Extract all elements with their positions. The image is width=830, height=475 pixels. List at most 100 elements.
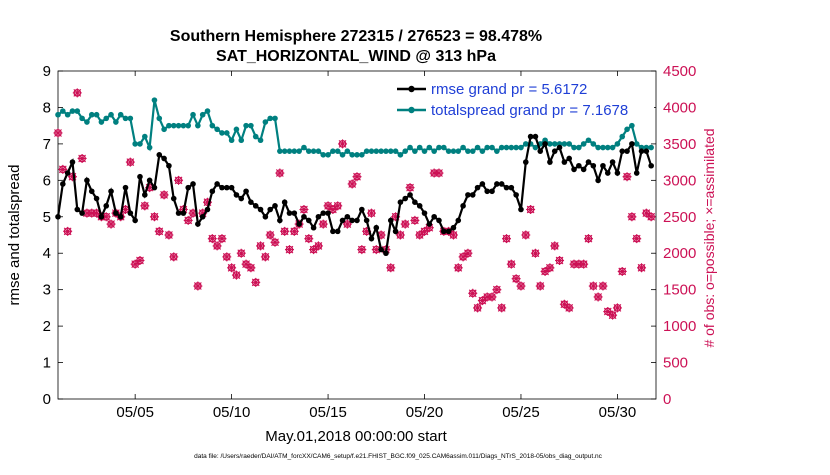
obs-assimilated-marker xyxy=(487,292,497,302)
rmse-point xyxy=(64,170,71,176)
obs-assimilated-marker xyxy=(347,179,357,189)
obs-assimilated-marker xyxy=(400,219,410,229)
rmse-point xyxy=(648,162,654,169)
spread-point xyxy=(513,144,519,151)
obs-assimilated-marker xyxy=(492,285,502,295)
spread-point xyxy=(223,130,230,136)
spread-point xyxy=(166,122,172,129)
obs-assimilated-marker xyxy=(405,183,415,193)
x-tick-label: 05/20 xyxy=(406,404,444,421)
rmse-point xyxy=(527,133,534,140)
rmse-point xyxy=(426,221,433,227)
spread-point xyxy=(532,144,539,151)
obs-assimilated-marker xyxy=(130,259,140,269)
spread-point xyxy=(450,148,457,154)
legend-rmse-marker xyxy=(408,85,415,93)
spread-point xyxy=(310,148,317,154)
obs-assimilated-marker xyxy=(410,215,420,225)
rmse-point xyxy=(359,206,365,213)
obs-assimilated-marker xyxy=(622,172,632,182)
spread-point xyxy=(489,144,495,151)
rmse-point xyxy=(522,159,529,165)
obs-assimilated-marker xyxy=(342,219,352,229)
x-tick-label: 05/10 xyxy=(213,404,251,421)
rmse-point xyxy=(272,203,278,209)
obs-assimilated-marker xyxy=(92,208,102,218)
spread-point xyxy=(209,122,216,129)
obs-assimilated-marker xyxy=(376,230,386,240)
spread-point xyxy=(402,148,409,154)
obs-assimilated-marker xyxy=(313,241,323,251)
rmse-point xyxy=(69,159,76,165)
rmse-point xyxy=(190,181,196,187)
obs-assimilated-marker xyxy=(564,303,574,313)
obs-assimilated-marker xyxy=(251,277,261,287)
rmse-point xyxy=(262,213,269,220)
rmse-point xyxy=(339,217,346,224)
spread-point xyxy=(421,148,428,154)
spread-point xyxy=(368,148,375,154)
rmse-point xyxy=(55,213,61,220)
spread-point xyxy=(248,122,254,129)
obs-assimilated-marker xyxy=(82,208,92,218)
rmse-point xyxy=(537,148,544,154)
rmse-point xyxy=(325,210,331,216)
spread-point xyxy=(98,119,105,125)
obs-assimilated-marker xyxy=(338,139,348,149)
obs-assimilated-marker xyxy=(328,204,338,214)
y-tick-label: 7 xyxy=(43,136,51,153)
obs-assimilated-marker xyxy=(275,168,285,178)
rmse-point xyxy=(180,210,187,216)
rmse-point xyxy=(484,188,491,195)
obs-assimilated-marker xyxy=(140,201,150,211)
obs-assimilated-marker xyxy=(121,204,131,214)
obs-assimilated-marker xyxy=(617,266,627,276)
spread-point xyxy=(301,144,307,151)
spread-point xyxy=(286,148,293,154)
spread-point xyxy=(325,152,331,158)
obs-assimilated-marker xyxy=(241,259,251,269)
spread-point xyxy=(576,144,582,151)
rmse-point xyxy=(301,213,307,220)
obs-assimilated-marker xyxy=(540,266,550,276)
rmse-point xyxy=(585,159,592,165)
obs-assimilated-marker xyxy=(550,241,560,251)
rmse-point xyxy=(460,203,466,209)
spread-point xyxy=(363,148,370,154)
rmse-point xyxy=(402,195,409,202)
spread-point xyxy=(195,122,201,129)
spread-point xyxy=(397,152,404,158)
spread-point xyxy=(219,130,225,136)
y-tick-label: 2 xyxy=(43,318,51,335)
obs-assimilated-marker xyxy=(579,259,589,269)
spread-point xyxy=(383,148,389,154)
spread-point xyxy=(175,122,182,129)
obs-assimilated-marker xyxy=(183,215,193,225)
obs-assimilated-marker xyxy=(164,230,174,240)
rmse-point xyxy=(228,184,235,191)
obs-assimilated-marker xyxy=(448,230,458,240)
obs-assimilated-marker xyxy=(101,212,111,222)
obs-assimilated-marker xyxy=(58,164,68,174)
rmse-point xyxy=(604,170,611,176)
spread-point xyxy=(190,111,196,118)
obs-assimilated-marker xyxy=(535,281,545,291)
rmse-point xyxy=(103,203,110,209)
rmse-point xyxy=(305,217,312,224)
obs-assimilated-marker xyxy=(265,230,275,240)
spread-point xyxy=(392,148,399,154)
rmse-point xyxy=(108,188,114,195)
rmse-point xyxy=(455,217,462,224)
rmse-point xyxy=(368,235,375,242)
rmse-point xyxy=(151,184,158,191)
rmse-point xyxy=(214,181,220,187)
obs-assimilated-marker xyxy=(222,252,232,262)
rmse-point xyxy=(445,228,452,235)
obs-assimilated-marker xyxy=(458,252,468,262)
spread-point xyxy=(103,115,110,122)
y-tick-label: 9 xyxy=(43,63,51,80)
rmse-point xyxy=(170,195,177,202)
obs-assimilated-marker xyxy=(357,245,367,255)
rmse-point xyxy=(412,199,418,205)
